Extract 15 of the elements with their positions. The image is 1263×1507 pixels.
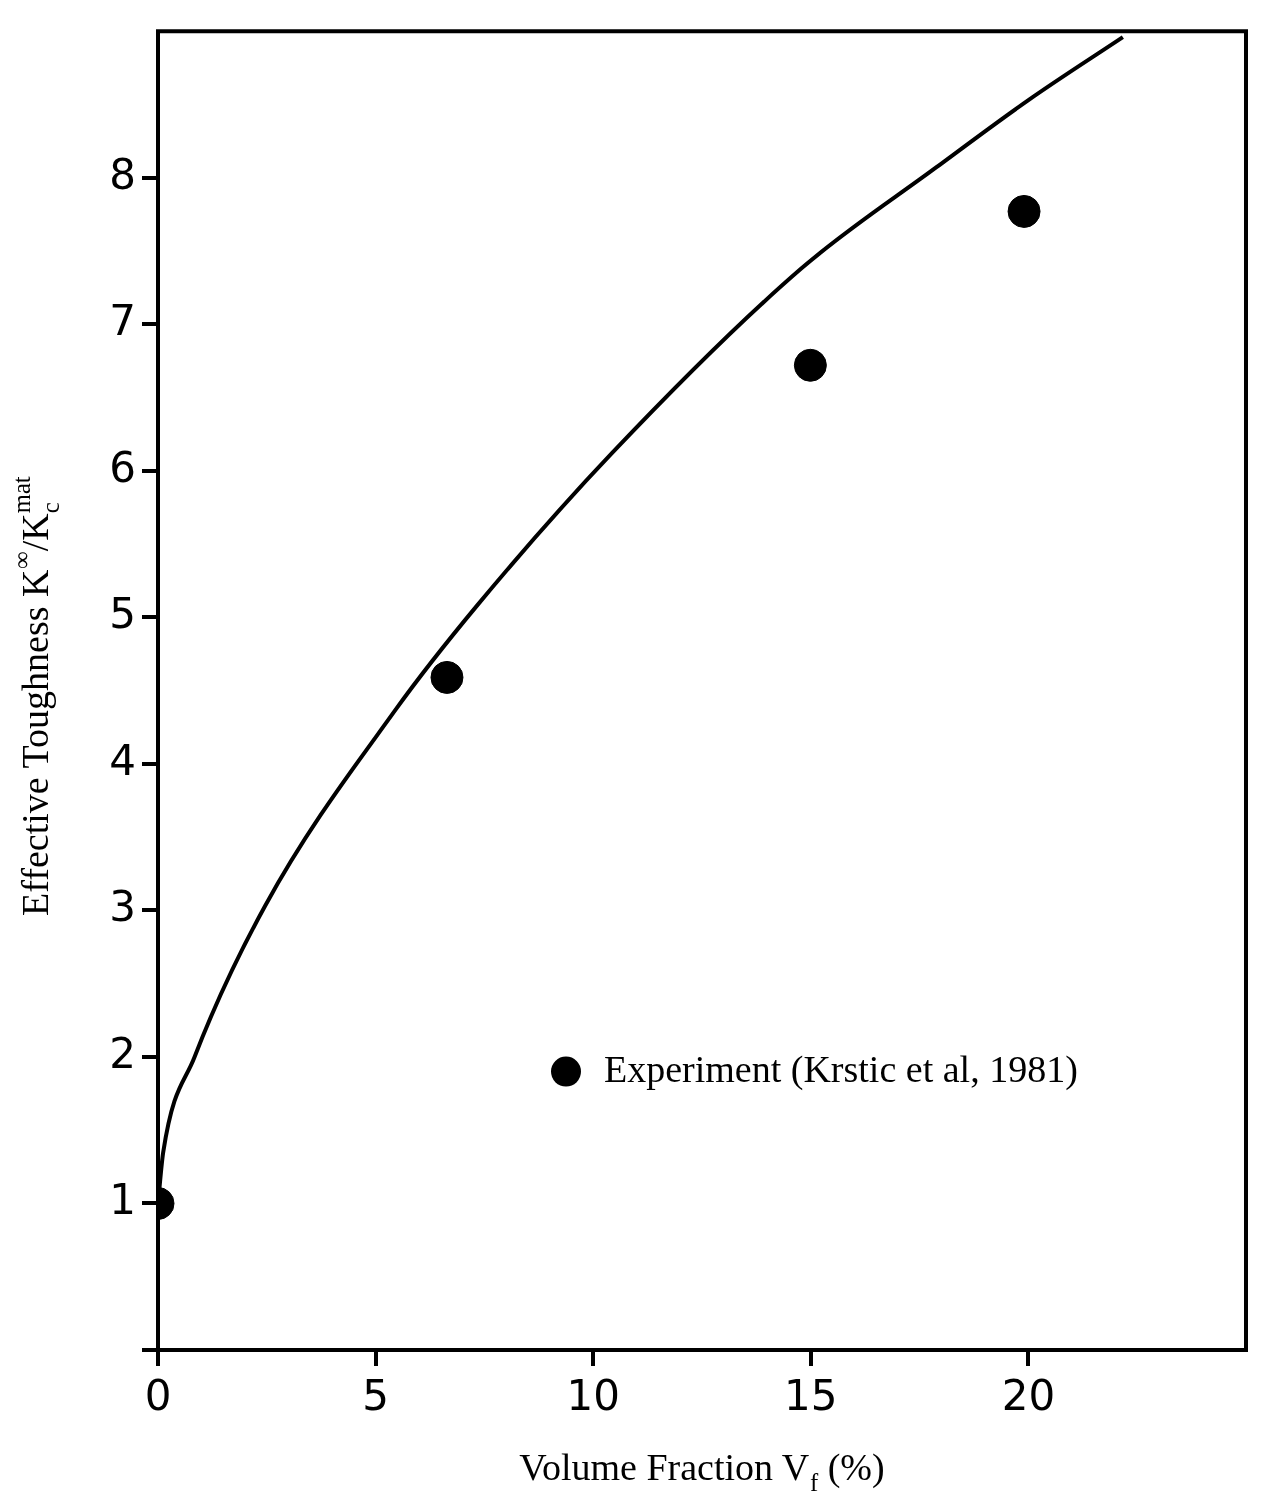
x-tick-label: 20 [1001, 1371, 1056, 1421]
y-tick-label: 3 [109, 882, 136, 932]
y-tick-label: 6 [109, 442, 136, 492]
y-tick-label: 7 [109, 296, 136, 346]
x-tick-label: 5 [362, 1371, 389, 1421]
x-tick-label: 15 [784, 1371, 838, 1421]
y-tick-label: 8 [109, 149, 136, 199]
y-tick-label: 4 [109, 735, 136, 785]
y-tick-label: 2 [109, 1028, 136, 1078]
legend-label: Experiment (Krstic et al, 1981) [604, 1047, 1078, 1091]
y-tick-label: 1 [109, 1175, 136, 1225]
x-tick-label: 10 [566, 1371, 620, 1421]
x-tick-label: 0 [144, 1371, 172, 1421]
y-tick-label: 5 [109, 589, 136, 639]
y-axis-title: Effective Toughness K∞/Kcmat [8, 476, 64, 916]
